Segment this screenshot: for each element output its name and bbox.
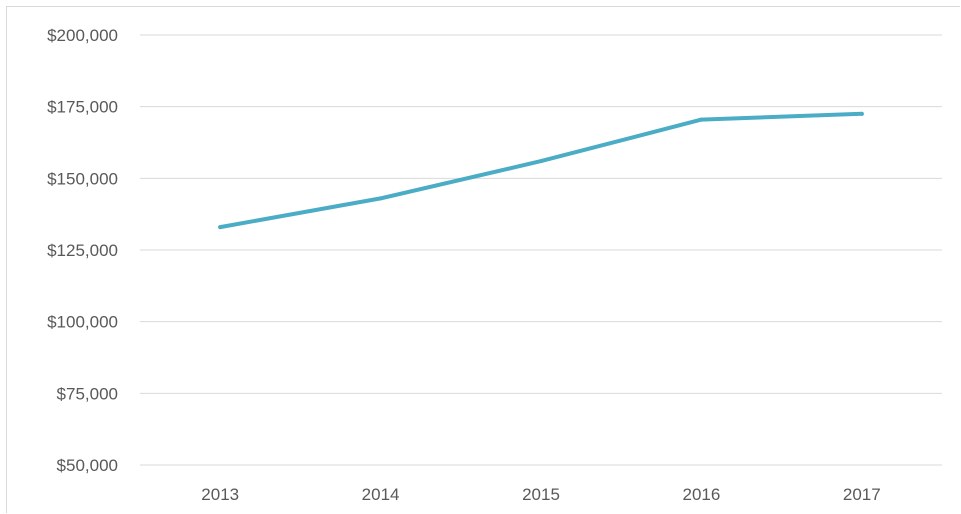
x-axis-tick-labels: 2013 2014 2015 2016 2017 [201,485,880,504]
gridlines [140,34,942,466]
series-line [218,111,864,230]
data-point [378,196,383,201]
y-tick-label: $50,000 [57,456,118,475]
series-group [218,111,864,230]
y-tick-label: $75,000 [57,384,118,403]
data-point [699,117,704,122]
x-tick-label: 2014 [362,485,400,504]
x-tick-label: 2013 [201,485,239,504]
data-point [539,159,543,164]
x-tick-label: 2017 [843,485,881,504]
x-tick-label: 2015 [522,485,560,504]
chart-frame [6,6,960,513]
data-point [218,225,223,230]
y-tick-label: $125,000 [47,241,118,260]
y-axis-tick-labels: $50,000 $75,000 $100,000 $125,000 $150,000 $1… [47,26,118,475]
y-tick-label: $175,000 [47,98,118,117]
y-tick-label: $100,000 [47,313,118,332]
data-point [859,111,864,116]
y-tick-label: $200,000 [47,26,118,45]
y-tick-label: $150,000 [47,169,118,188]
x-tick-label: 2016 [682,485,720,504]
